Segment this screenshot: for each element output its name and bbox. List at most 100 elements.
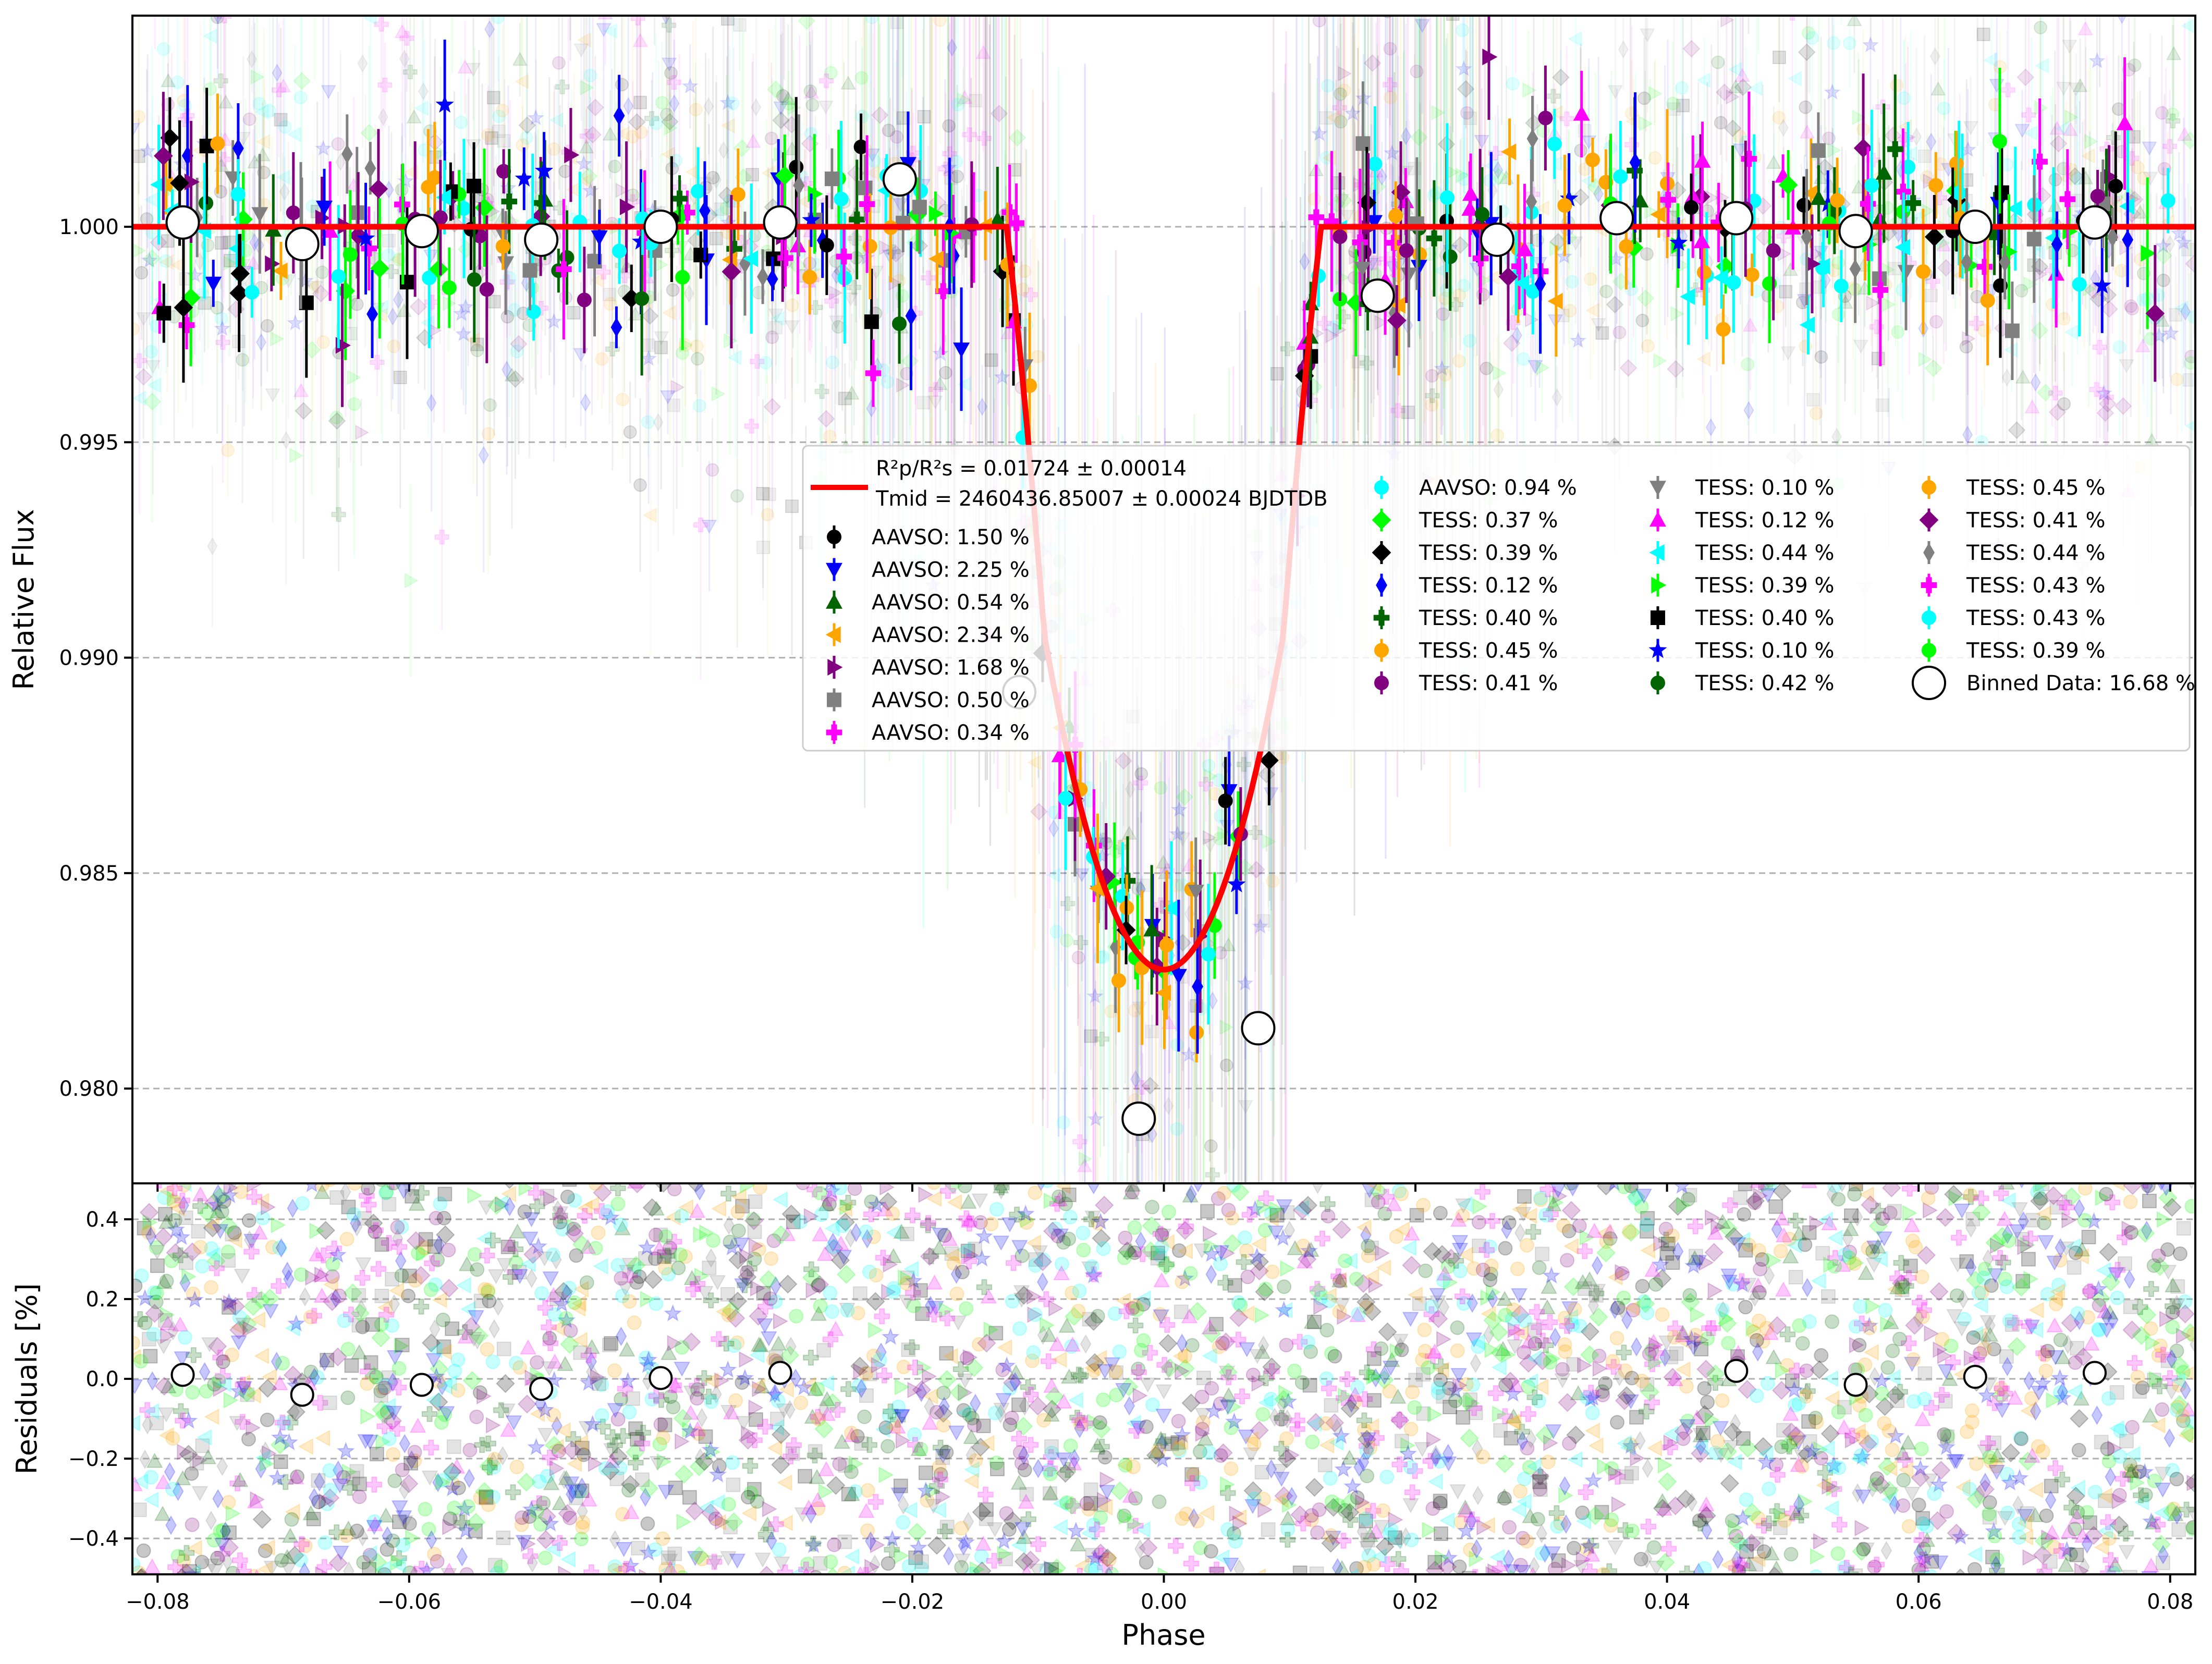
data-point — [618, 1341, 636, 1357]
data-point — [1514, 275, 1530, 292]
data-point — [1170, 969, 1187, 984]
data-point — [773, 1556, 790, 1572]
data-point — [1200, 1204, 1215, 1219]
data-point — [1030, 802, 1048, 821]
data-point — [964, 1358, 984, 1377]
data-point — [524, 222, 559, 257]
data-point — [352, 1476, 367, 1491]
data-point — [828, 315, 844, 330]
data-point — [1677, 1333, 1692, 1351]
data-point — [437, 1378, 453, 1395]
data-point — [643, 210, 678, 244]
data-point — [467, 178, 482, 193]
data-point — [155, 1339, 172, 1355]
data-point — [1534, 274, 1546, 294]
data-point — [1365, 1341, 1382, 1357]
data-point — [1361, 1248, 1376, 1263]
data-point — [1801, 1382, 1813, 1402]
data-point — [1688, 1249, 1703, 1264]
data-point — [660, 107, 674, 121]
data-point — [1337, 83, 1351, 97]
data-point — [1485, 270, 1500, 286]
data-point — [321, 85, 336, 100]
data-point — [1982, 1495, 1997, 1510]
data-point — [1041, 1353, 1057, 1369]
data-point — [132, 1565, 146, 1574]
data-point — [192, 1198, 209, 1214]
data-point — [271, 82, 287, 97]
data-point — [1354, 262, 1371, 277]
data-point — [1025, 1234, 1041, 1252]
data-point — [2037, 1348, 2052, 1363]
data-point — [973, 1249, 992, 1267]
data-point — [1260, 751, 1279, 770]
data-point — [1932, 190, 1947, 205]
data-point — [1400, 127, 1412, 145]
data-point — [313, 1472, 325, 1492]
data-point — [2058, 170, 2073, 187]
data-point — [780, 1345, 800, 1365]
data-point — [173, 1403, 189, 1420]
data-point — [186, 1564, 201, 1574]
data-point — [374, 299, 388, 315]
data-point — [1270, 367, 1284, 381]
data-point — [577, 292, 592, 308]
data-point — [576, 1447, 591, 1462]
data-point — [1529, 1567, 1537, 1574]
data-point — [1139, 1377, 1156, 1393]
data-point — [1005, 1294, 1020, 1309]
data-point — [1602, 1223, 1619, 1239]
data-point — [1983, 52, 1998, 68]
data-point — [718, 141, 729, 160]
data-point — [272, 64, 283, 82]
data-point — [1852, 1338, 1867, 1353]
data-point — [1571, 188, 1590, 206]
data-point — [1728, 79, 1744, 93]
data-point — [1872, 282, 1889, 298]
data-point — [1815, 258, 1830, 275]
data-point — [1452, 288, 1466, 302]
data-point — [1184, 1467, 1200, 1482]
data-point — [2112, 340, 2127, 354]
data-point — [1465, 1377, 1481, 1392]
data-point — [1048, 819, 1059, 838]
data-point — [854, 71, 869, 85]
data-point — [1766, 1567, 1782, 1574]
data-point — [1852, 1541, 1872, 1561]
data-point — [1187, 885, 1204, 900]
data-point — [591, 1376, 606, 1391]
data-point — [2150, 327, 2168, 344]
data-point — [2092, 339, 2107, 355]
data-point — [1305, 1435, 1320, 1450]
data-point — [979, 1502, 994, 1517]
data-point — [1457, 80, 1475, 98]
data-point — [818, 1391, 836, 1406]
data-point — [1433, 1494, 1448, 1509]
data-point — [1334, 1460, 1353, 1478]
data-point — [397, 172, 414, 189]
data-point — [2175, 234, 2193, 250]
data-point — [2165, 235, 2176, 253]
data-point — [1201, 947, 1216, 962]
data-point — [619, 198, 635, 215]
data-point — [1669, 233, 1688, 251]
data-point — [942, 119, 956, 133]
data-point — [1049, 1196, 1066, 1212]
data-point — [964, 1461, 980, 1478]
data-point — [1005, 1255, 1022, 1271]
data-point — [312, 1266, 329, 1282]
data-point — [250, 1491, 265, 1508]
data-point — [404, 573, 419, 589]
data-point — [331, 269, 346, 284]
data-point — [1375, 1244, 1390, 1262]
data-point — [325, 1269, 340, 1284]
data-point — [1640, 28, 1655, 43]
data-point — [485, 131, 499, 145]
data-point — [1154, 781, 1168, 795]
data-point — [1817, 1464, 1834, 1481]
data-point — [2084, 133, 2099, 150]
data-point — [2177, 127, 2193, 141]
data-point — [1734, 68, 1750, 82]
data-point — [1768, 1560, 1785, 1574]
data-point — [2007, 1337, 2027, 1356]
